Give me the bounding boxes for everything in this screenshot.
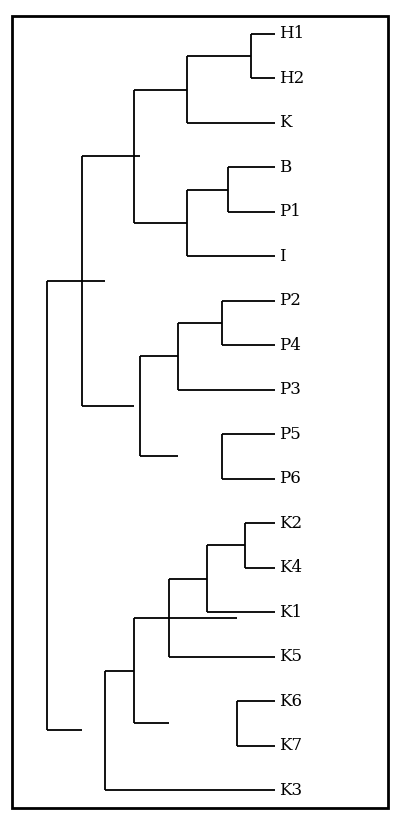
Text: P6: P6 [279,471,301,487]
Text: K5: K5 [279,648,302,665]
Text: K4: K4 [279,559,302,576]
Text: P3: P3 [279,382,301,398]
Text: P1: P1 [279,204,301,220]
Text: K1: K1 [279,604,302,620]
Text: P5: P5 [279,426,301,442]
Text: B: B [279,159,291,176]
Text: K6: K6 [279,693,302,709]
Text: K3: K3 [279,782,302,798]
Text: K2: K2 [279,515,302,531]
Text: P2: P2 [279,293,301,309]
Text: H2: H2 [279,70,304,87]
Text: H1: H1 [279,26,304,42]
Text: K: K [279,115,291,131]
Text: I: I [279,248,286,265]
Text: K7: K7 [279,737,302,754]
Text: P4: P4 [279,337,301,353]
